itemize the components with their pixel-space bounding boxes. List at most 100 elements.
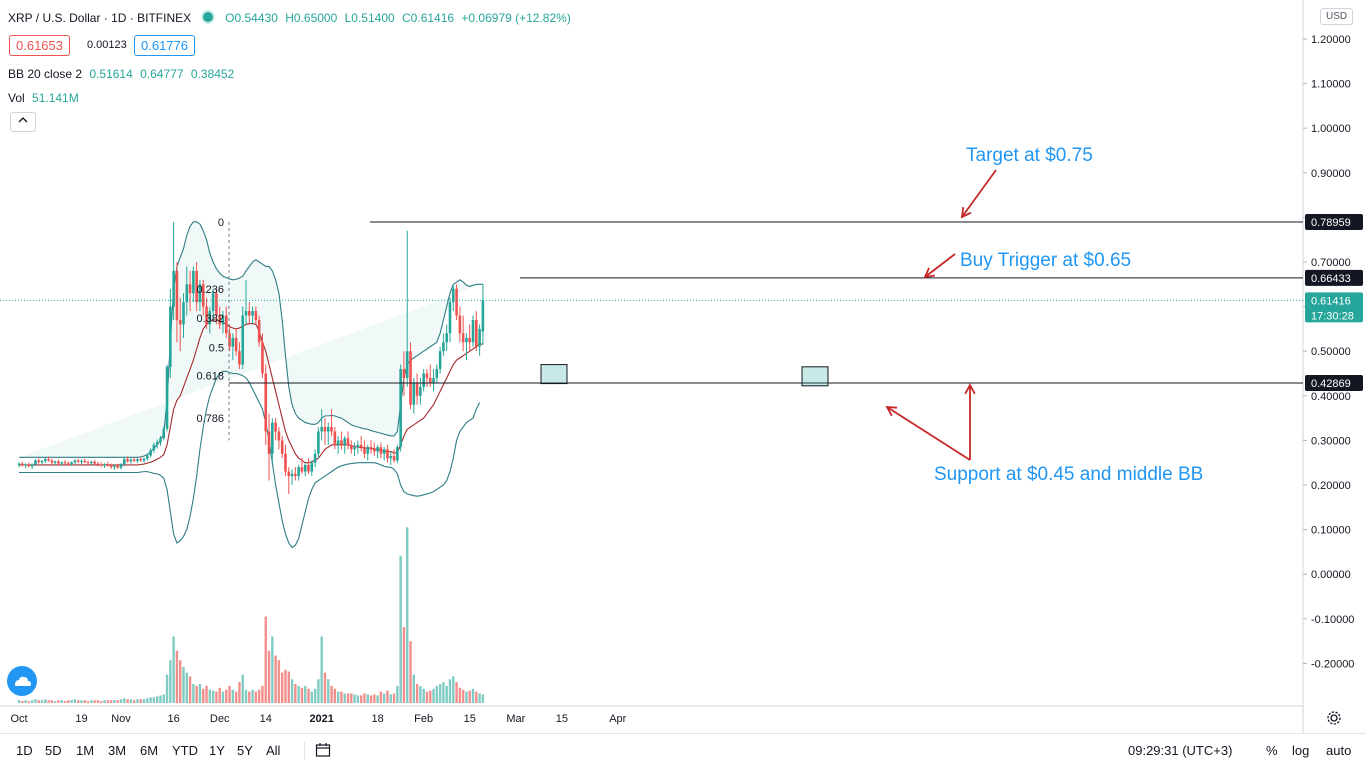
range-1y-button[interactable]: 1Y bbox=[209, 743, 225, 758]
volume-bar bbox=[389, 694, 392, 703]
candle-body bbox=[297, 467, 300, 477]
volume-bar bbox=[126, 699, 129, 703]
candle-body bbox=[442, 342, 445, 352]
volume-bar bbox=[294, 684, 297, 703]
range-1d-button[interactable]: 1D bbox=[16, 743, 33, 758]
volume-bar bbox=[67, 700, 70, 703]
volume-bar bbox=[116, 700, 119, 703]
candle-body bbox=[359, 444, 363, 448]
candle-body bbox=[248, 311, 251, 316]
open-value: O0.54430 bbox=[225, 11, 278, 25]
x-tick-label: 16 bbox=[168, 713, 180, 725]
volume-bar bbox=[277, 660, 281, 703]
level-badge bbox=[1305, 269, 1363, 286]
bb-basis-line bbox=[19, 319, 483, 466]
volume-bar bbox=[346, 693, 350, 703]
candle-body bbox=[478, 328, 481, 347]
symbol-title[interactable]: XRP / U.S. Dollar · 1D · BITFINEX bbox=[8, 11, 192, 25]
spread-value: 0.00123 bbox=[87, 39, 127, 51]
volume-bar bbox=[465, 691, 468, 703]
candle-body bbox=[40, 460, 44, 463]
x-tick-label: Feb bbox=[414, 713, 433, 725]
candle-body bbox=[274, 422, 277, 432]
volume-bar bbox=[422, 688, 425, 703]
calendar-icon[interactable] bbox=[315, 742, 331, 761]
annotation-arrow bbox=[961, 169, 997, 218]
auto-scale-toggle[interactable]: auto bbox=[1326, 743, 1352, 758]
fib-ratio-label: 0.382 bbox=[196, 313, 224, 325]
y-tick-label: 0.40000 bbox=[1311, 391, 1351, 403]
candle-body bbox=[419, 386, 422, 396]
range-6m-button[interactable]: 6M bbox=[140, 743, 159, 758]
range-1m-button[interactable]: 1M bbox=[76, 743, 95, 758]
volume-bar bbox=[475, 691, 478, 703]
volume-bar bbox=[175, 650, 179, 703]
volume-bar bbox=[34, 699, 37, 703]
high-value: H0.65000 bbox=[285, 11, 338, 25]
volume-bar bbox=[57, 700, 60, 703]
volume-bar bbox=[198, 684, 202, 703]
collapse-legend-button[interactable] bbox=[10, 112, 36, 132]
candle-body bbox=[83, 460, 87, 463]
price-chart[interactable]: 1.200001.100001.000000.900000.800000.700… bbox=[0, 0, 1366, 733]
x-tick-label: 14 bbox=[260, 713, 272, 725]
range-ytd-button[interactable]: YTD bbox=[172, 743, 198, 758]
volume-bar bbox=[103, 700, 106, 703]
tradingview-logo[interactable] bbox=[7, 666, 37, 696]
range-5d-button[interactable]: 5D bbox=[45, 743, 62, 758]
volume-legend[interactable]: Vol 51.141M bbox=[8, 91, 83, 105]
range-all-button[interactable]: All bbox=[266, 743, 281, 758]
volume-bar bbox=[290, 679, 294, 703]
candle-body bbox=[448, 302, 452, 334]
volume-bar bbox=[159, 695, 162, 703]
log-scale-toggle[interactable]: log bbox=[1292, 743, 1310, 758]
candle-body bbox=[280, 440, 284, 454]
buy-price-button[interactable]: 0.61776 bbox=[134, 35, 195, 56]
candle-body bbox=[445, 333, 448, 343]
volume-bar bbox=[106, 700, 110, 703]
candle-body bbox=[73, 460, 77, 463]
bb-band-fill bbox=[19, 221, 483, 458]
sell-price-button[interactable]: 0.61653 bbox=[9, 35, 70, 56]
annotation-arrow bbox=[924, 253, 956, 278]
candle-body bbox=[139, 459, 143, 461]
volume-bar bbox=[340, 691, 343, 703]
volume-bar bbox=[448, 679, 452, 703]
candle-body bbox=[346, 438, 350, 445]
volume-bar bbox=[419, 685, 422, 703]
close-value: C0.61416 bbox=[402, 11, 455, 25]
candle-body bbox=[24, 464, 27, 466]
candle-body bbox=[461, 333, 465, 343]
volume-bar bbox=[317, 679, 320, 703]
x-tick-label: 15 bbox=[556, 713, 568, 725]
candle-body bbox=[396, 447, 399, 461]
candle-body bbox=[310, 462, 314, 472]
candle-body bbox=[155, 442, 159, 445]
volume-bar bbox=[353, 694, 356, 703]
volume-bar bbox=[119, 699, 123, 703]
candle-body bbox=[251, 311, 254, 316]
candle-body bbox=[435, 369, 439, 378]
y-tick-label: 0.10000 bbox=[1311, 525, 1351, 537]
volume-bar bbox=[96, 700, 100, 703]
volume-bar bbox=[468, 690, 471, 703]
volume-bar bbox=[192, 684, 195, 703]
currency-button[interactable]: USD bbox=[1320, 8, 1354, 25]
volume-bar bbox=[152, 697, 156, 703]
y-tick-label: 1.00000 bbox=[1311, 123, 1351, 135]
fib-ratio-label: 0 bbox=[218, 217, 224, 229]
range-3m-button[interactable]: 3M bbox=[108, 743, 127, 758]
volume-bar bbox=[297, 685, 300, 703]
bb-legend[interactable]: BB 20 close 2 0.51614 0.64777 0.38452 bbox=[8, 67, 238, 81]
range-5y-button[interactable]: 5Y bbox=[237, 743, 253, 758]
clock-display[interactable]: 09:29:31 (UTC+3) bbox=[1128, 743, 1233, 758]
volume-bar bbox=[70, 700, 73, 703]
candle-body bbox=[178, 319, 182, 325]
candle-body bbox=[195, 270, 198, 303]
gear-icon[interactable] bbox=[1326, 710, 1342, 731]
candle-body bbox=[211, 293, 215, 312]
percent-scale-toggle[interactable]: % bbox=[1266, 743, 1278, 758]
volume-bar bbox=[304, 685, 307, 703]
volume-bar bbox=[323, 672, 327, 703]
volume-bar bbox=[27, 701, 31, 703]
